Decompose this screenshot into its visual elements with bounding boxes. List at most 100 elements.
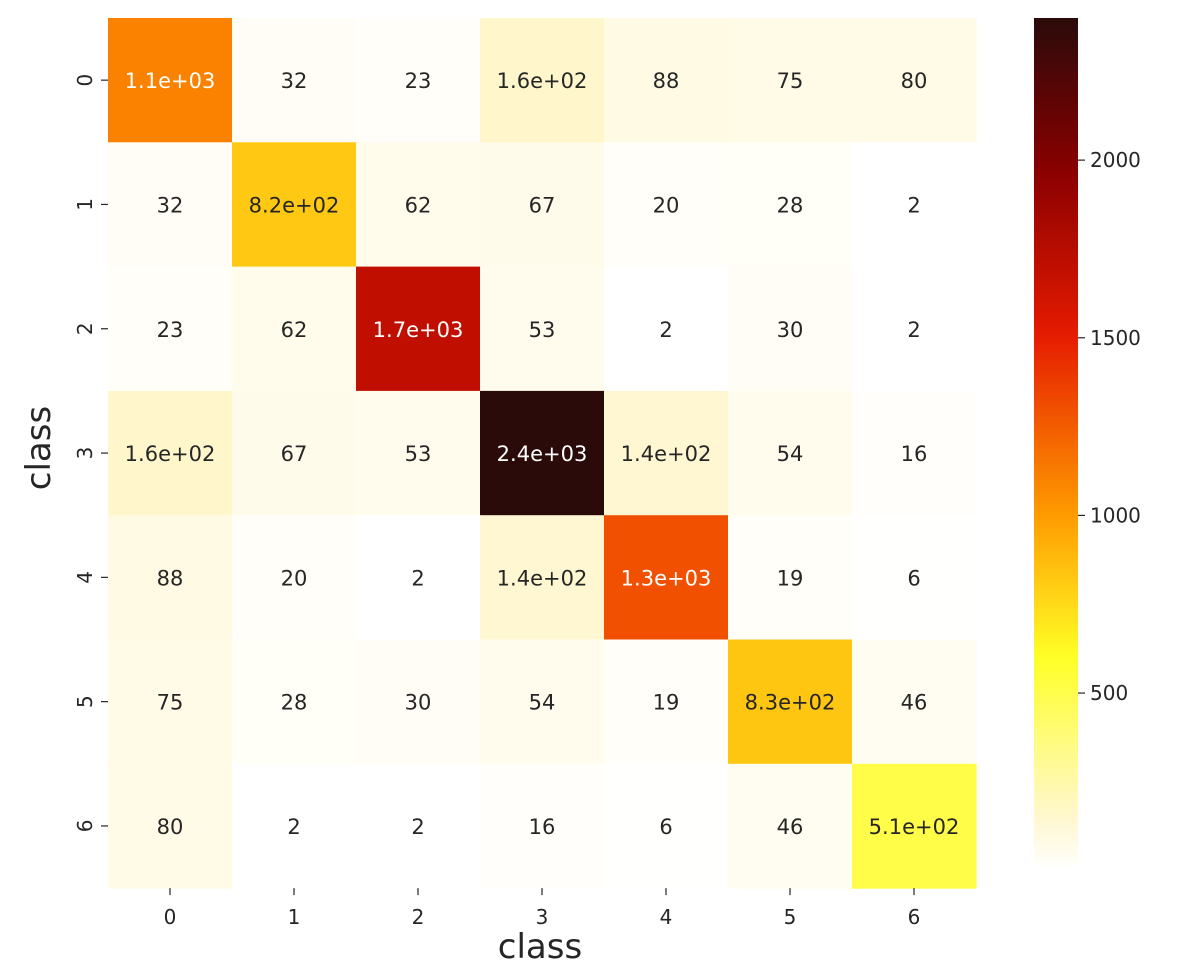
heatmap-cell [604,763,729,889]
heatmap-cell [852,18,977,143]
cell-value-label: 2 [907,318,920,342]
heatmap-cell [108,390,233,516]
cell-value-label: 2 [907,193,920,217]
heatmap-cell [852,266,977,392]
cell-value-label: 80 [901,69,928,93]
heatmap-cell [108,18,233,143]
heatmap-cell [108,763,233,889]
heatmap-cell [232,390,357,516]
x-tick-label: 3 [536,905,549,929]
cell-value-label: 53 [405,442,432,466]
cell-value-label: 75 [777,69,804,93]
heatmap-cell [356,18,481,143]
cell-value-label: 28 [777,193,804,217]
heatmap-cell [356,639,481,765]
cell-value-label: 54 [777,442,804,466]
cell-value-label: 67 [281,442,308,466]
colorbar: 500 1000 1500 2000 [1034,18,1141,870]
heatmap-cell [728,639,853,765]
heatmap-cell [356,515,481,641]
y-tick-label: 5 [73,695,97,708]
x-tick-label: 5 [784,905,797,929]
heatmap-cell [728,18,853,143]
heatmap-cell [480,266,605,392]
heatmap-cell [604,266,729,392]
heatmap-cell [108,515,233,641]
cell-value-label: 19 [777,566,804,590]
cell-value-label: 53 [529,318,556,342]
x-tick-label: 2 [412,905,425,929]
heatmap-cell [604,18,729,143]
x-tick-label: 6 [908,905,921,929]
cell-value-label: 2.4e+03 [497,442,588,466]
cell-value-label: 1.1e+03 [125,69,216,93]
x-tick-label: 1 [288,905,301,929]
heatmap-cell [852,763,977,889]
heatmap-cell [232,142,357,268]
heatmap-cell [356,390,481,516]
y-axis-title: class [19,406,59,490]
colorbar-tick-label: 1500 [1090,326,1141,350]
cell-value-label: 32 [157,193,184,217]
cell-value-label: 28 [281,691,308,715]
cell-value-label: 2 [659,318,672,342]
cell-value-label: 16 [529,815,556,839]
x-axis-ticks: 0 1 2 3 4 5 6 [164,888,921,929]
heatmap-cell [852,515,977,641]
heatmap-cell [356,763,481,889]
x-tick-label: 0 [164,905,177,929]
heatmap-cell [108,266,233,392]
heatmap-cell [728,390,853,516]
heatmap-cell [480,18,605,143]
heatmap-cell [232,763,357,889]
y-tick-label: 1 [73,198,97,211]
cell-value-label: 88 [653,69,680,93]
heatmap-cell [728,266,853,392]
y-tick-label: 3 [73,447,97,460]
heatmap-cell [604,515,729,641]
cell-value-label: 62 [405,193,432,217]
heatmap-cell [604,639,729,765]
y-tick-label: 4 [73,571,97,584]
cell-value-label: 2 [411,815,424,839]
cell-value-label: 75 [157,691,184,715]
heatmap-cell [232,639,357,765]
cell-value-label: 32 [281,69,308,93]
cell-value-label: 2 [287,815,300,839]
heatmap-cell [852,390,977,516]
heatmap-cell [852,142,977,268]
heatmap-cell [108,142,233,268]
cell-value-label: 8.2e+02 [249,193,340,217]
cell-value-label: 1.6e+02 [497,69,588,93]
heatmap-cell [728,763,853,889]
cell-value-label: 30 [777,318,804,342]
colorbar-tick-label: 1000 [1090,503,1141,527]
cell-value-label: 20 [653,193,680,217]
cell-value-label: 1.6e+02 [125,442,216,466]
cell-value-label: 80 [157,815,184,839]
cell-value-label: 5.1e+02 [869,815,960,839]
cell-value-label: 1.3e+03 [621,566,712,590]
heatmap-cell [480,515,605,641]
colorbar-gradient [1034,18,1078,870]
heatmap-cell [604,142,729,268]
cell-value-label: 30 [405,691,432,715]
cell-value-label: 19 [653,691,680,715]
heatmap-cell [604,390,729,516]
heatmap-cell [480,142,605,268]
cell-value-label: 20 [281,566,308,590]
y-tick-label: 6 [73,820,97,833]
heatmap-cell [728,515,853,641]
y-tick-label: 0 [73,74,97,87]
cell-value-label: 62 [281,318,308,342]
cell-value-label: 46 [901,691,928,715]
cell-value-label: 6 [907,566,920,590]
heatmap-cell [480,763,605,889]
cell-value-label: 88 [157,566,184,590]
cell-value-label: 46 [777,815,804,839]
cell-value-label: 8.3e+02 [745,691,836,715]
x-tick-label: 4 [660,905,673,929]
heatmap-cell [232,266,357,392]
